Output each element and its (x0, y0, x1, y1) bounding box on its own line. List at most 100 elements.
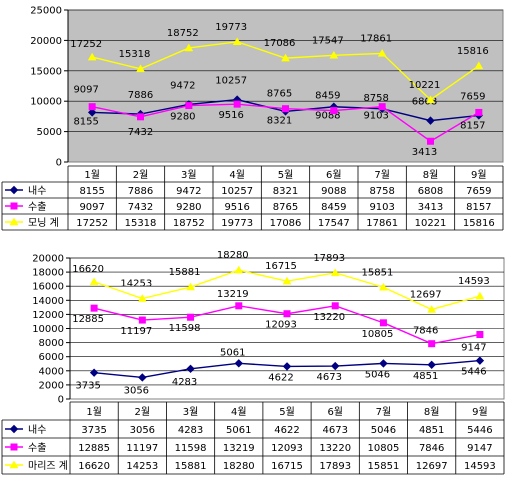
data-point (282, 105, 289, 113)
legend-label: 수출 (28, 442, 46, 454)
table-cell: 9147 (467, 443, 492, 454)
table-cell: 3056 (130, 425, 155, 436)
legend-label: 마리즈 계 (28, 460, 68, 472)
data-label: 4673 (316, 372, 341, 383)
chart-2: 0 2000 4000 6000 8000 10000 12000 14000 16000 180… (1, 250, 505, 475)
x-tick-label: 7월 (374, 169, 390, 181)
data-point (475, 108, 483, 116)
data-label: 18752 (167, 28, 199, 39)
data-label: 10221 (409, 80, 441, 91)
table-cell: 13219 (223, 443, 255, 454)
data-point (89, 368, 99, 377)
y-tick-label: 14000 (32, 296, 64, 307)
data-point (330, 268, 340, 277)
data-label: 15851 (362, 267, 394, 278)
x-tick-label: 9월 (472, 406, 488, 418)
data-label: 8765 (267, 89, 292, 100)
data-point (283, 310, 291, 318)
data-label: 9472 (170, 80, 195, 91)
data-label: 5046 (365, 369, 390, 380)
y-tick-label: 10000 (32, 324, 64, 335)
data-label: 4851 (413, 371, 438, 382)
table-cell: 17086 (270, 218, 302, 229)
y-tick-label: 15000 (30, 66, 62, 77)
table-cell: 14593 (464, 461, 496, 472)
x-tick-label: 2월 (133, 169, 149, 181)
data-label: 12697 (410, 289, 442, 300)
table-cell: 13220 (319, 443, 351, 454)
data-label: 6808 (412, 97, 437, 108)
y-tick-label: 2000 (39, 380, 64, 391)
table-cell: 15881 (175, 461, 207, 472)
table-cell: 5061 (226, 425, 251, 436)
data-point (187, 313, 195, 321)
table-cell: 11197 (126, 443, 158, 454)
data-point (427, 304, 437, 313)
data-point (426, 95, 435, 104)
data-label: 15318 (119, 49, 151, 60)
y-tick-label: 0 (56, 158, 62, 169)
data-point (186, 282, 195, 291)
table-cell: 16620 (78, 461, 110, 472)
data-label: 14593 (458, 276, 490, 287)
legend-label: 내수 (28, 185, 46, 197)
table-cell: 9472 (176, 186, 201, 197)
legend-key-marker (10, 202, 18, 210)
legend-key-marker (9, 185, 19, 195)
data-point (331, 361, 340, 371)
data-point (88, 103, 96, 111)
data-point (137, 294, 147, 302)
table-cell: 9516 (224, 202, 249, 213)
data-point (186, 364, 195, 374)
data-label: 13220 (313, 312, 345, 323)
data-label: 17547 (312, 35, 344, 46)
table-cell: 15816 (463, 218, 495, 229)
y-tick-label: 6000 (39, 352, 64, 363)
data-label: 10257 (215, 76, 247, 87)
table-cell: 4622 (274, 425, 299, 436)
table-cell: 9280 (176, 202, 201, 213)
table-cell: 3413 (418, 202, 443, 213)
legend-label: 모닝 계 (28, 217, 59, 229)
x-tick-label: 8월 (423, 169, 439, 181)
legend-key-marker (9, 217, 19, 226)
table-cell: 9097 (79, 202, 104, 213)
data-label: 15881 (169, 267, 201, 278)
data-point (233, 100, 241, 108)
y-tick-label: 4000 (39, 366, 64, 377)
legend-key-marker (9, 460, 19, 469)
data-label: 8321 (267, 115, 292, 126)
data-label: 11598 (169, 323, 201, 334)
table-cell: 17547 (318, 218, 350, 229)
data-label: 3735 (75, 381, 100, 392)
data-label: 8157 (460, 120, 485, 131)
table-cell: 17893 (319, 461, 351, 472)
table-cell: 12093 (271, 443, 303, 454)
table-cell: 4673 (322, 425, 347, 436)
data-point (427, 360, 436, 370)
x-tick-label: 3월 (183, 406, 199, 418)
data-point (330, 107, 338, 115)
chart-1: 0 5000 10000 15000 20000 25000 8155 7886 9472 102… (1, 6, 504, 231)
data-label: 8155 (73, 116, 98, 127)
data-point (136, 64, 145, 73)
legend-label: 수출 (28, 201, 46, 213)
data-label: 18280 (217, 250, 249, 261)
table-cell: 8765 (273, 202, 298, 213)
table-cell: 16715 (271, 461, 303, 472)
y-tick-label: 16000 (32, 282, 64, 293)
data-point (476, 331, 484, 339)
data-label: 9103 (363, 111, 388, 122)
data-point (378, 103, 386, 111)
data-point (137, 113, 144, 121)
table-cell: 10221 (415, 218, 447, 229)
x-tick-label: 2월 (135, 406, 151, 418)
data-point (281, 53, 290, 62)
table-cell: 10257 (221, 186, 253, 197)
table-cell: 18752 (173, 218, 205, 229)
table-cell: 7886 (128, 186, 153, 197)
y-tick-label: 5000 (37, 127, 62, 138)
table-cell: 8459 (321, 202, 346, 213)
y-tick-label: 18000 (32, 268, 64, 279)
data-point (138, 316, 146, 324)
